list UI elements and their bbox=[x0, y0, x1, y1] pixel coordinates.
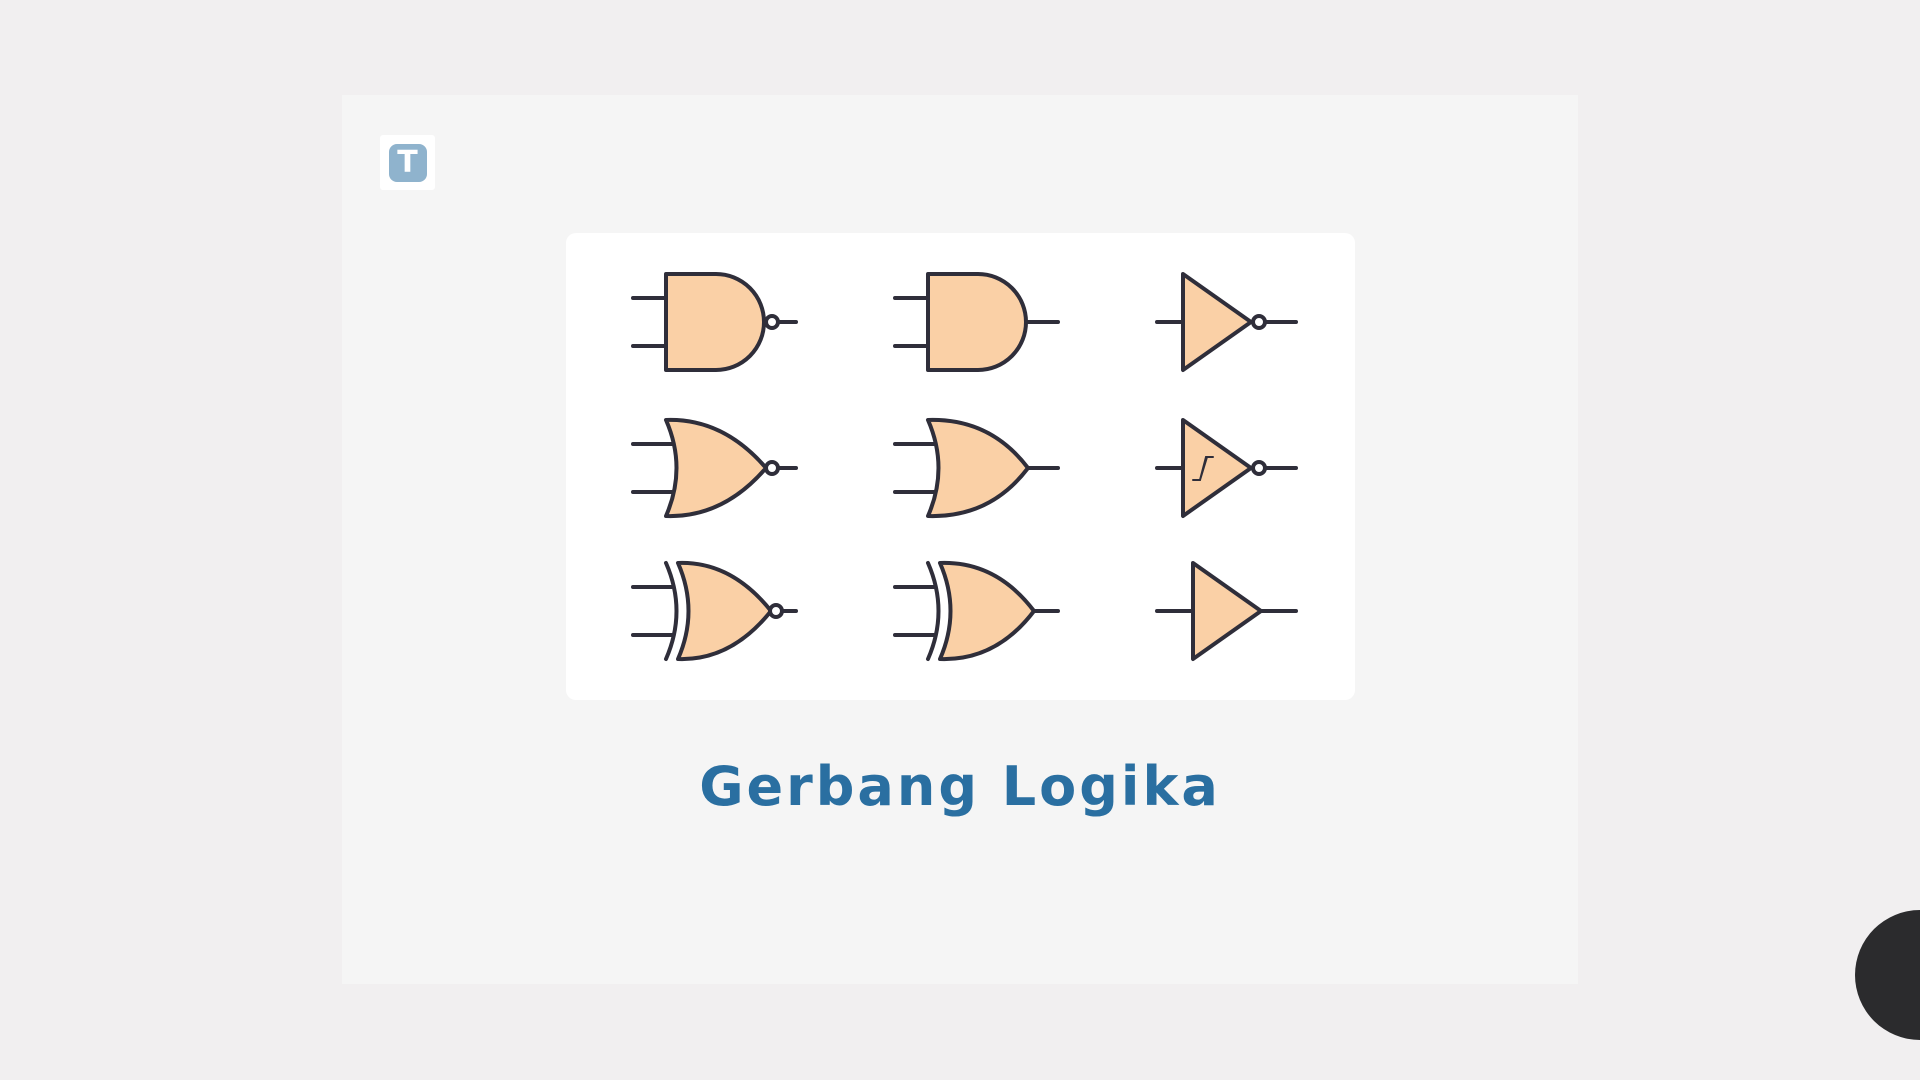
page-title: Gerbang Logika bbox=[699, 755, 1221, 818]
nand-gate-icon bbox=[631, 272, 798, 372]
not-gate-icon bbox=[1155, 272, 1298, 372]
xor-gate-icon bbox=[893, 560, 1060, 662]
logic-gates-diagram bbox=[566, 233, 1355, 700]
floating-action-shape[interactable] bbox=[1855, 910, 1920, 1040]
schmitt-trigger-inverter-icon bbox=[1155, 418, 1298, 518]
or-gate-icon bbox=[893, 417, 1060, 519]
xnor-gate-icon bbox=[631, 560, 798, 662]
and-gate-icon bbox=[893, 272, 1060, 372]
logo: T bbox=[380, 135, 435, 190]
buffer-gate-icon bbox=[1155, 561, 1298, 661]
t-logo-icon: T bbox=[388, 143, 427, 182]
nor-gate-icon bbox=[631, 417, 798, 519]
